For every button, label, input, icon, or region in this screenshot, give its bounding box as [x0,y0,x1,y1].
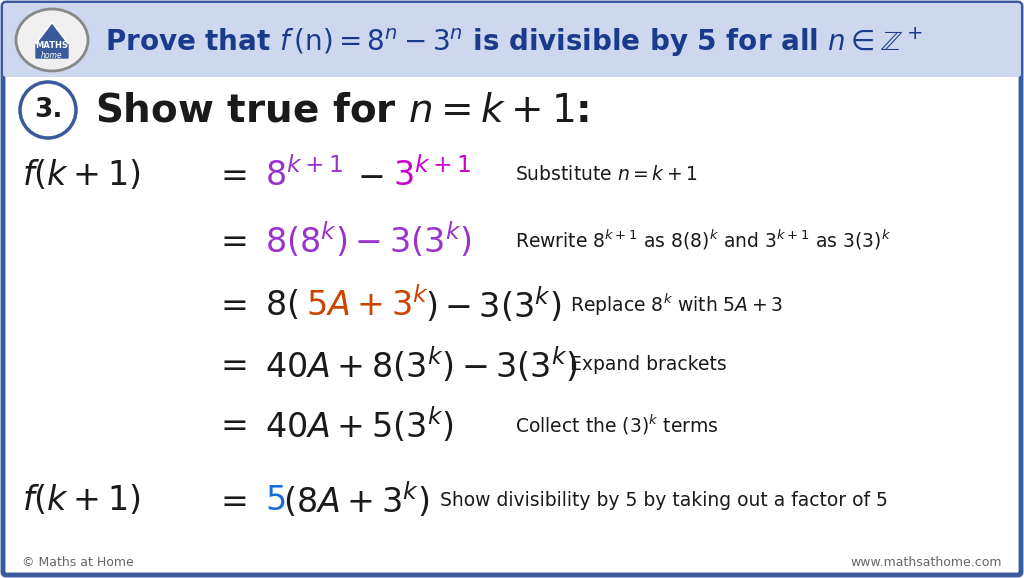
Text: $5A + 3^k$: $5A + 3^k$ [306,287,429,323]
Text: $(8A + 3^k)$: $(8A + 3^k)$ [283,480,429,520]
Text: www.mathsathome.com: www.mathsathome.com [851,557,1002,569]
Text: Expand brackets: Expand brackets [570,355,727,375]
Text: $3^{k+1}$: $3^{k+1}$ [393,157,471,192]
Text: Prove that $f\,({\rm n}) = 8^n - 3^n$ is divisible by 5 for all $n \in \mathbb{Z: Prove that $f\,({\rm n}) = 8^n - 3^n$ is… [105,25,924,59]
Text: $=$: $=$ [214,349,247,381]
Text: $=$: $=$ [214,484,247,517]
Text: Collect the $(3)^k$ terms: Collect the $(3)^k$ terms [515,413,719,437]
Text: $8(8^k) - 3(3^k)$: $8(8^k) - 3(3^k)$ [265,220,472,260]
FancyBboxPatch shape [3,3,1021,575]
Text: MATHS: MATHS [36,40,69,50]
Text: $8($: $8($ [265,288,299,322]
Text: Show true for $n = k + 1$:: Show true for $n = k + 1$: [95,91,589,129]
Text: $f(k+1)$: $f(k+1)$ [22,158,140,192]
Text: Show divisibility by 5 by taking out a factor of 5: Show divisibility by 5 by taking out a f… [440,491,888,509]
Text: Substitute $n = k + 1$: Substitute $n = k + 1$ [515,165,698,184]
Polygon shape [6,50,1018,74]
Text: $f(k+1)$: $f(k+1)$ [22,483,140,517]
Text: $=$: $=$ [214,158,247,191]
Text: 3.: 3. [34,97,62,123]
FancyBboxPatch shape [3,3,1021,77]
Text: $=$: $=$ [214,409,247,442]
Text: $-$: $-$ [356,158,383,191]
Text: $40A + 8(3^k) - 3(3^k)$: $40A + 8(3^k) - 3(3^k)$ [265,345,578,385]
Polygon shape [36,22,68,58]
Text: Replace $8^k$ with $5A + 3$: Replace $8^k$ with $5A + 3$ [570,292,783,318]
Text: $=$: $=$ [214,224,247,257]
Text: home: home [41,51,62,61]
Text: $=$: $=$ [214,288,247,321]
Text: © Maths at Home: © Maths at Home [22,557,134,569]
Text: Rewrite $8^{k+1}$ as $8(8)^k$ and $3^{k+1}$ as $3(3)^k$: Rewrite $8^{k+1}$ as $8(8)^k$ and $3^{k+… [515,228,891,252]
Text: $40A + 5(3^k)$: $40A + 5(3^k)$ [265,405,454,444]
Text: $) - 3(3^k)$: $) - 3(3^k)$ [425,286,561,325]
Circle shape [20,82,76,138]
Ellipse shape [16,9,88,71]
Text: $8^{k+1}$: $8^{k+1}$ [265,157,343,192]
Text: $5$: $5$ [265,484,286,517]
